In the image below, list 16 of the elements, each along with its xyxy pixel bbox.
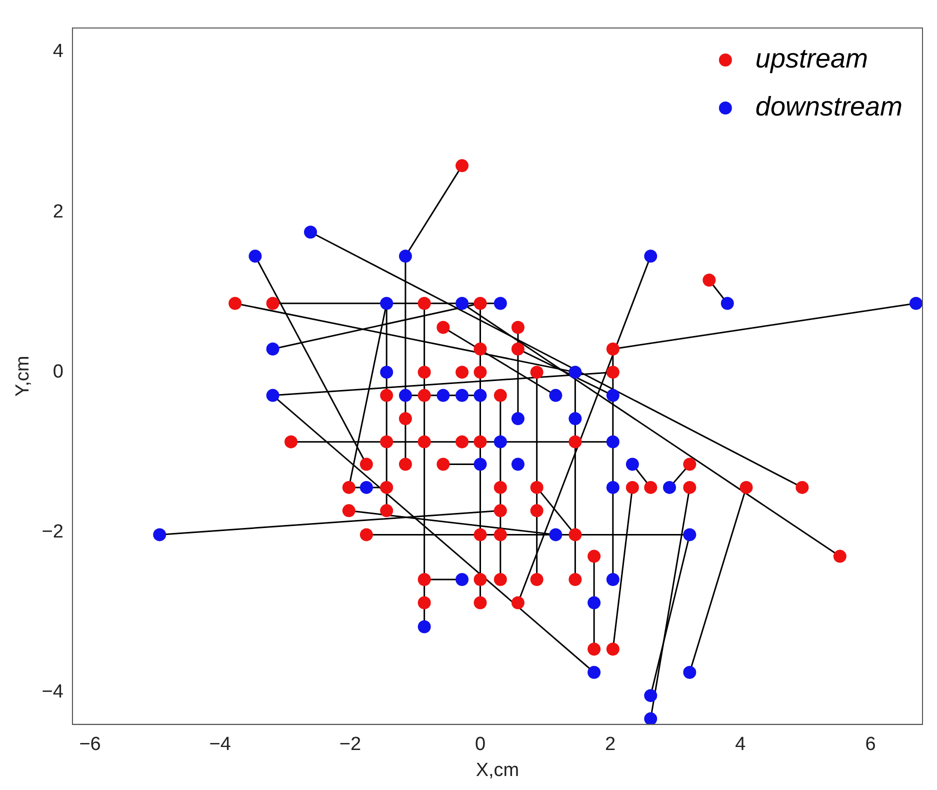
x-tick-label: 2 xyxy=(605,734,616,756)
y-tick-label: 0 xyxy=(52,361,64,382)
legend-label: downstream xyxy=(755,92,903,122)
x-tick-label: −6 xyxy=(79,734,101,756)
y-tick-label: −4 xyxy=(42,682,64,703)
legend-label: upstream xyxy=(755,44,868,74)
y-tick-label: 2 xyxy=(52,201,64,222)
y-axis-title: Y,cm xyxy=(12,356,34,397)
x-tick-label: −2 xyxy=(339,734,362,756)
x-axis-title: X,cm xyxy=(476,760,520,781)
y-tick-label: −2 xyxy=(42,522,64,543)
x-tick-label: 6 xyxy=(865,734,876,756)
x-tick-label: 4 xyxy=(735,734,746,756)
y-tick-label: 4 xyxy=(52,41,64,62)
x-tick-label: −4 xyxy=(209,734,232,756)
x-tick-label: 0 xyxy=(474,734,486,756)
